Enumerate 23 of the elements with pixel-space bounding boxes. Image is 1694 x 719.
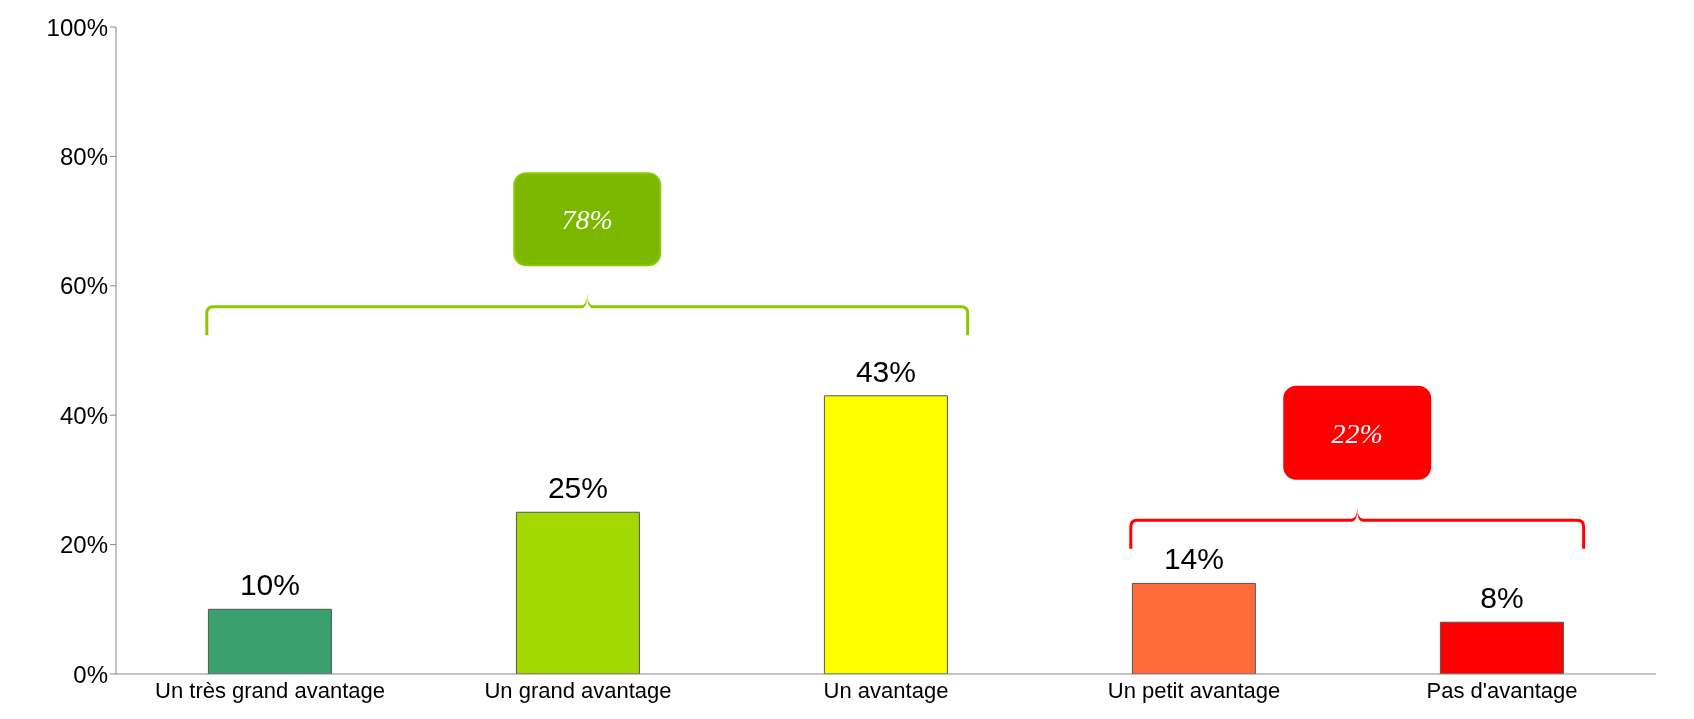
- data-label: 8%: [1480, 581, 1524, 615]
- bar: [823, 395, 948, 674]
- x-tick-label: Un très grand avantage: [155, 677, 385, 703]
- bar: [515, 511, 640, 674]
- y-tick-label: 40%: [59, 401, 108, 429]
- bar: [1439, 621, 1564, 674]
- y-tick-label: 20%: [59, 531, 108, 559]
- bar: [207, 608, 332, 674]
- y-tick-label: 0%: [73, 660, 108, 688]
- data-label: 14%: [1163, 542, 1224, 576]
- x-tick-label: Un grand avantage: [484, 677, 672, 703]
- x-tick-label: Pas d'avantage: [1426, 677, 1578, 703]
- bar: [1131, 582, 1256, 674]
- y-tick-label: 60%: [59, 272, 108, 300]
- data-label: 25%: [547, 471, 608, 505]
- annotation: 22%: [1331, 417, 1383, 449]
- x-tick-label: Un petit avantage: [1107, 677, 1281, 703]
- x-tick-label: Un avantage: [823, 677, 949, 703]
- y-tick-label: 80%: [59, 142, 108, 170]
- data-label: 10%: [239, 568, 300, 602]
- y-tick-label: 100%: [46, 13, 108, 41]
- data-label: 43%: [855, 354, 916, 388]
- annotation: 78%: [561, 204, 613, 236]
